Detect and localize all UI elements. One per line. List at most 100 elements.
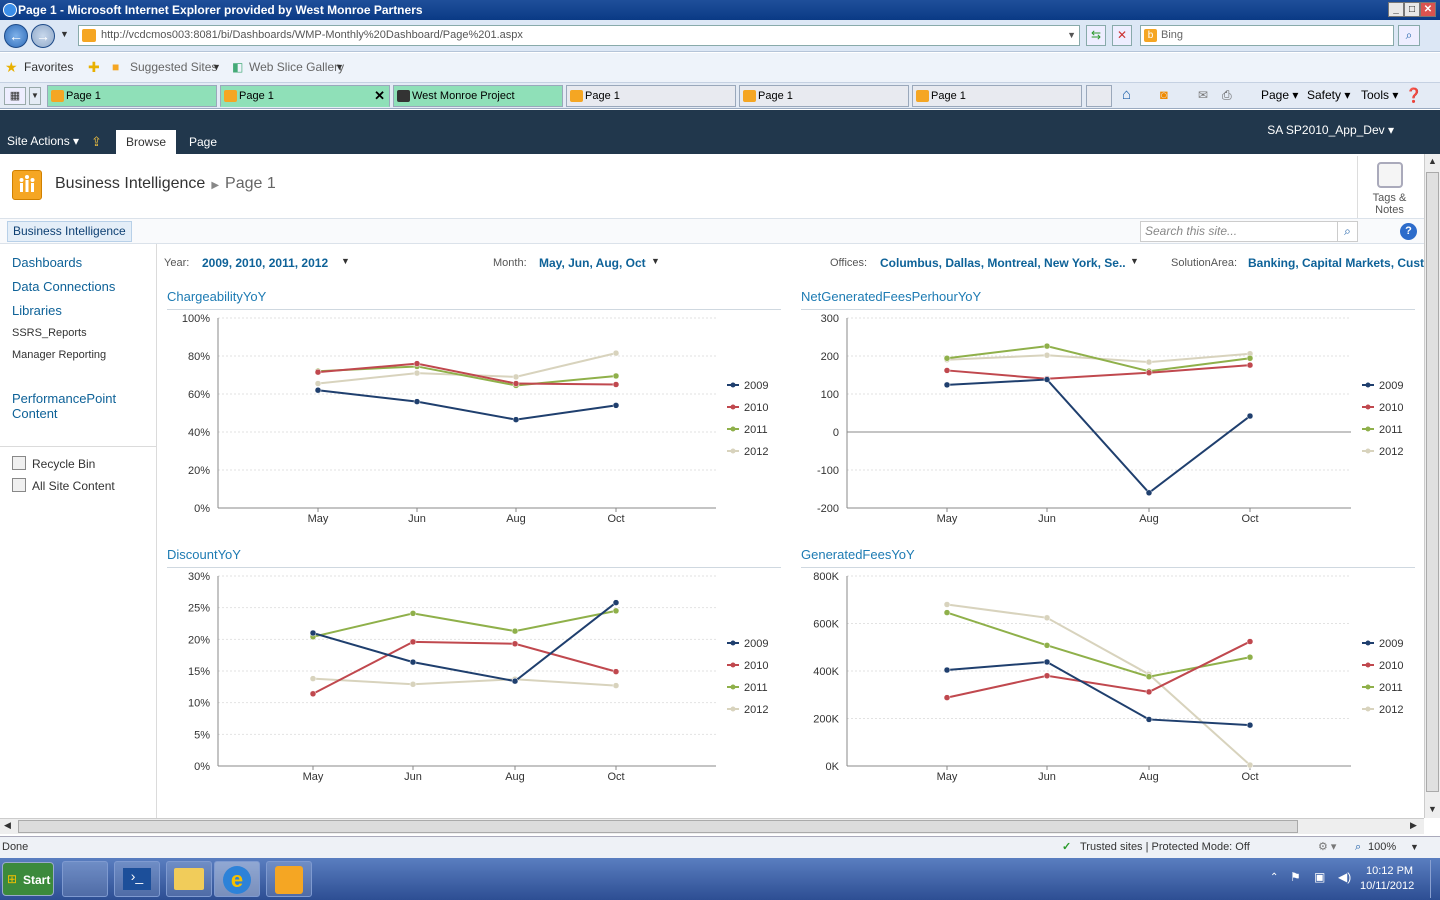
site-search-placeholder: Search this site... xyxy=(1145,224,1238,238)
filter-year-dropdown-icon[interactable]: ▼ xyxy=(341,256,350,266)
site-actions-menu[interactable]: Site Actions ▾ xyxy=(7,134,80,148)
tab-favicon-icon xyxy=(397,90,410,102)
netfees-chart[interactable]: -200 -100 0 100 200 300 May Jun Aug Oct 2009 2010 20… xyxy=(795,312,1425,532)
clock-date[interactable]: 10/11/2012 xyxy=(1360,880,1415,892)
user-menu[interactable]: SA SP2010_App_Dev ▾ xyxy=(1267,123,1394,137)
webslice-dropdown-icon[interactable]: ▼ xyxy=(335,62,344,72)
legend-label-2011: 2011 xyxy=(744,424,768,436)
back-button[interactable]: ← xyxy=(4,24,28,48)
nav-all-site-content[interactable]: All Site Content xyxy=(32,479,115,493)
vertical-scroll-thumb[interactable] xyxy=(1426,172,1439,792)
ie-taskbar-icon[interactable]: e xyxy=(214,861,260,897)
mail-icon[interactable]: ✉ xyxy=(1198,88,1209,102)
feeds-icon[interactable]: ◙ xyxy=(1160,87,1168,102)
compatibility-view-button[interactable]: ⇆ xyxy=(1086,25,1106,46)
close-tab-icon[interactable]: ✕ xyxy=(374,88,385,103)
zoom-level[interactable]: 100% xyxy=(1368,841,1397,853)
url-dropdown-icon[interactable]: ▼ xyxy=(1067,30,1076,40)
nav-performancepoint[interactable]: PerformancePoint Content xyxy=(12,391,117,421)
action-center-flag-icon[interactable]: ⚑ xyxy=(1290,870,1301,884)
nav-manager-reporting[interactable]: Manager Reporting xyxy=(12,349,107,361)
breadcrumb-site[interactable]: Business Intelligence xyxy=(55,175,206,192)
safety-menu[interactable]: Safety ▾ xyxy=(1307,88,1351,102)
favorites-button[interactable]: Favorites xyxy=(24,60,74,74)
protected-mode-icon[interactable]: ⚙ ▾ xyxy=(1318,841,1337,853)
tab-3[interactable]: West Monroe Project xyxy=(393,85,563,107)
nav-ssrs-reports[interactable]: SSRS_Reports xyxy=(12,327,87,339)
clock-time[interactable]: 10:12 PM xyxy=(1366,865,1414,877)
print-icon[interactable]: ⎙ xyxy=(1222,88,1232,102)
maximize-button[interactable]: □ xyxy=(1404,2,1420,17)
data-point-2010 xyxy=(511,640,519,648)
y-tick-label: 15% xyxy=(188,666,210,678)
tab-5[interactable]: Page 1 xyxy=(739,85,909,107)
scroll-up-icon[interactable]: ▲ xyxy=(1428,156,1437,166)
dashboard-designer-icon[interactable] xyxy=(266,861,312,897)
filter-month-dropdown-icon[interactable]: ▼ xyxy=(651,256,660,266)
site-search-icon[interactable]: ⌕ xyxy=(1337,222,1357,241)
url-field[interactable]: http://vcdcmos003:8081/bi/Dashboards/WMP… xyxy=(78,25,1080,46)
nav-recycle-bin[interactable]: Recycle Bin xyxy=(32,457,96,471)
powershell-icon[interactable]: ›_ xyxy=(114,861,160,897)
horizontal-scrollbar[interactable]: ◀ ▶ xyxy=(0,818,1424,834)
nav-dashboards[interactable]: Dashboards xyxy=(12,255,83,270)
zoom-dropdown-icon[interactable]: ▼ xyxy=(1410,842,1419,852)
topnav-home-link[interactable]: Business Intelligence xyxy=(7,221,132,242)
scroll-right-icon[interactable]: ▶ xyxy=(1410,820,1417,830)
search-field[interactable]: b Bing xyxy=(1140,25,1394,46)
help-icon[interactable]: ? xyxy=(1400,223,1417,240)
start-button[interactable]: ⊞ Start xyxy=(2,862,54,896)
nav-libraries[interactable]: Libraries xyxy=(12,303,62,318)
tab-1[interactable]: Page 1 xyxy=(47,85,217,107)
explorer-icon[interactable] xyxy=(166,861,212,897)
quick-tabs-icon[interactable]: ▦ xyxy=(4,87,26,105)
forward-button[interactable]: → xyxy=(31,24,55,48)
tab-browse[interactable]: Browse xyxy=(116,130,177,154)
generatedfees-chart[interactable]: 0K 200K 400K 600K 800K May Jun Aug Oct 2009 2010 20… xyxy=(795,570,1425,790)
stop-button[interactable]: ✕ xyxy=(1112,25,1132,46)
filter-offices-value[interactable]: Columbus, Dallas, Montreal, New York, Se… xyxy=(880,256,1125,270)
y-tick-label: 400K xyxy=(813,666,839,678)
scroll-down-icon[interactable]: ▼ xyxy=(1428,804,1437,814)
network-icon[interactable]: ▣ xyxy=(1314,870,1326,884)
tab-page[interactable]: Page xyxy=(189,135,218,149)
tab-list-icon[interactable]: ▼ xyxy=(29,87,41,105)
site-logo-icon[interactable] xyxy=(12,170,42,200)
add-favorite-icon[interactable]: ✚ xyxy=(88,59,100,75)
filter-solution-value[interactable]: Banking, Capital Markets, Custo xyxy=(1248,256,1424,270)
tab-2-active[interactable]: Page 1 ✕ xyxy=(220,85,390,107)
filter-month-value[interactable]: May, Jun, Aug, Oct xyxy=(539,256,646,270)
tools-menu[interactable]: Tools ▾ xyxy=(1361,88,1399,102)
scroll-left-icon[interactable]: ◀ xyxy=(4,820,11,830)
dashboard-filters: Year: 2009, 2010, 2011, 2012 ▼ Month: Ma… xyxy=(157,244,1424,280)
site-search-input[interactable]: Search this site... ⌕ xyxy=(1140,221,1358,242)
recent-pages-dropdown-icon[interactable]: ▼ xyxy=(60,29,69,39)
show-desktop-button[interactable] xyxy=(1430,860,1439,898)
vertical-scrollbar[interactable]: ▲ ▼ xyxy=(1424,154,1440,818)
suggested-sites-link[interactable]: Suggested Sites xyxy=(130,60,218,74)
filter-offices-dropdown-icon[interactable]: ▼ xyxy=(1130,256,1139,266)
tab-4[interactable]: Page 1 xyxy=(566,85,736,107)
discount-chart[interactable]: 0% 5% 10% 15% 20% 25% 30% May Jun Aug Oct 2009 2010 2… xyxy=(160,570,790,790)
help-menu-icon[interactable]: ❓ xyxy=(1405,87,1423,103)
web-slice-link[interactable]: Web Slice Gallery xyxy=(249,60,345,74)
suggested-dropdown-icon[interactable]: ▼ xyxy=(212,62,221,72)
new-tab-button[interactable] xyxy=(1086,85,1112,107)
nav-data-connections[interactable]: Data Connections xyxy=(12,279,116,294)
show-hidden-icons[interactable]: ⌃ xyxy=(1270,872,1279,883)
tab-6[interactable]: Page 1 xyxy=(912,85,1082,107)
minimize-button[interactable]: _ xyxy=(1388,2,1404,17)
horizontal-scroll-thumb[interactable] xyxy=(18,820,1298,833)
series-line-2009 xyxy=(317,389,617,421)
tags-notes-button[interactable]: Tags & Notes xyxy=(1357,156,1421,218)
navigate-up-icon[interactable]: ⇪ xyxy=(91,134,102,149)
search-go-button[interactable]: ⌕ xyxy=(1398,25,1420,46)
volume-icon[interactable]: ◀) xyxy=(1338,870,1352,884)
page-menu[interactable]: Page ▾ xyxy=(1261,88,1299,102)
security-zone[interactable]: Trusted sites | Protected Mode: Off xyxy=(1080,841,1250,853)
filter-year-value[interactable]: 2009, 2010, 2011, 2012 xyxy=(202,256,329,270)
server-manager-icon[interactable] xyxy=(62,861,108,897)
home-icon[interactable]: ⌂ xyxy=(1122,86,1132,103)
chargeability-chart[interactable]: 0% 20% 40% 60% 80% 100% May Jun Aug Oct 2009 2010 20… xyxy=(160,312,790,532)
close-window-button[interactable]: ✕ xyxy=(1420,2,1436,17)
